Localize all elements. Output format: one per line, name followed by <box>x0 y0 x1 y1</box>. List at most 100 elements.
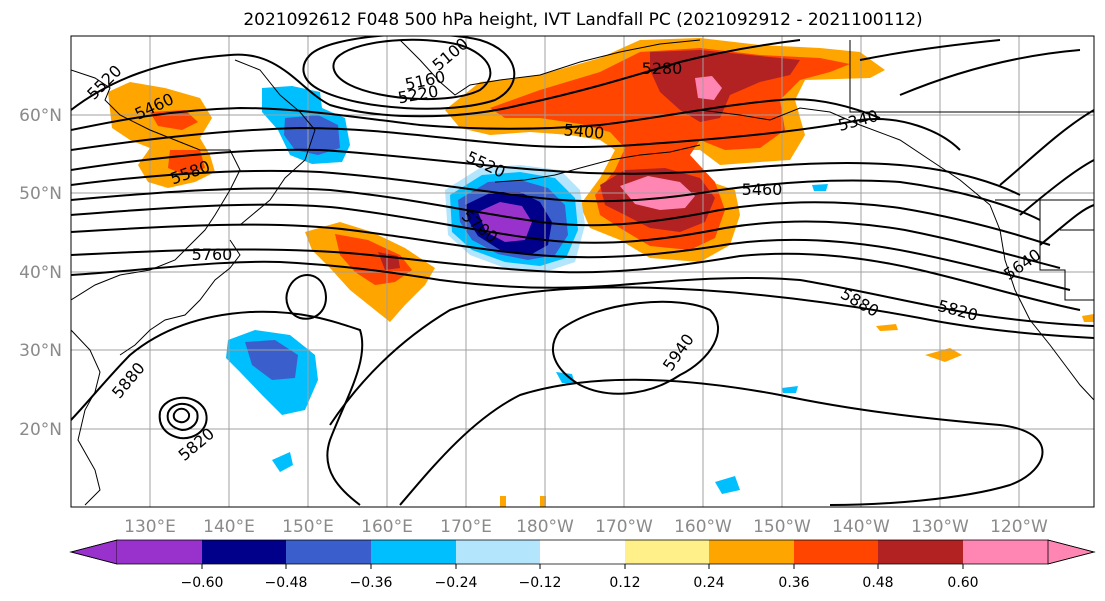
colorbar-tick-label: −0.60 <box>181 575 224 591</box>
contour-label: 5760 <box>192 245 233 264</box>
contour-na-ridge-4 <box>1019 159 1094 216</box>
colorbar-segment-7 <box>625 540 709 564</box>
contour-9 <box>71 248 1081 311</box>
longitude-labels: 130°E 140°E 150°E 160°E 170°E 180°W 170°… <box>124 517 1048 537</box>
contour-5880-east <box>329 286 1094 426</box>
contour-na-ridge-2 <box>899 49 1081 96</box>
coast-alaska-south <box>699 107 991 206</box>
ivt-spot-8 <box>500 496 506 507</box>
contour-na-ridge-3 <box>999 109 1094 186</box>
contour-1 <box>71 39 801 118</box>
lat-label: 60°N <box>19 106 62 126</box>
contour-label: 5460 <box>742 180 783 199</box>
ivt-spot-2 <box>556 372 575 384</box>
contour-5880-west <box>71 310 364 506</box>
contour-2 <box>71 98 881 131</box>
contour-10 <box>71 260 1094 327</box>
coast-asia <box>71 69 241 301</box>
contour-label: 5280 <box>642 59 683 78</box>
lat-label: 50°N <box>19 184 62 204</box>
ivt-region-north-pink <box>695 76 722 100</box>
ivt-spot-3 <box>715 476 740 494</box>
coast-kamchatka <box>234 59 316 226</box>
contour-5880-south <box>399 378 1044 506</box>
colorbar-extend-right <box>1047 539 1096 565</box>
coast-canada <box>849 40 1094 113</box>
ivt-spot-5 <box>812 184 828 191</box>
contour-4 <box>71 148 1021 196</box>
contour-small-ring <box>285 274 327 320</box>
border-states <box>1039 200 1094 301</box>
map-border <box>70 35 1095 508</box>
lon-label: 140°W <box>832 517 890 537</box>
coast-aleutians <box>494 144 701 183</box>
height-contours <box>71 36 1094 506</box>
colorbar-tick-marks <box>201 564 964 569</box>
colorbar-tick-label: −0.36 <box>350 575 393 591</box>
colorbar-tick-label: 0.36 <box>778 575 809 591</box>
contour-typhoon-3 <box>172 407 191 424</box>
contour-typhoon-2 <box>166 402 199 432</box>
ivt-spot-1 <box>272 452 293 472</box>
contour-label: 5400 <box>563 120 605 142</box>
contour-6 <box>71 187 1051 246</box>
colorbar-segment-6 <box>540 540 625 564</box>
lat-label: 40°N <box>19 263 62 283</box>
lon-label: 120°W <box>990 517 1048 537</box>
colorbar-segment-8 <box>709 540 794 564</box>
contour-low-ring2 <box>302 36 516 110</box>
lat-label: 20°N <box>19 420 62 440</box>
colorbar-tick-label: 0.12 <box>609 575 640 591</box>
lon-label: 150°E <box>282 517 334 537</box>
colorbar-segment-10 <box>878 540 963 564</box>
colorbar-segment-11 <box>963 540 1048 564</box>
colorbar-outline <box>69 539 1096 565</box>
colorbar: −0.60 −0.48 −0.36 −0.24 −0.12 0.12 0.24 … <box>69 539 1096 591</box>
contour-na-ridge-5 <box>1039 204 1094 246</box>
ivt-spot-6 <box>925 348 962 362</box>
ivt-negative-region-kamchatka-royal <box>284 115 340 155</box>
lon-label: 140°E <box>203 517 255 537</box>
colorbar-segment-2 <box>202 540 286 564</box>
colorbar-segment-9 <box>794 540 878 564</box>
colorbar-segment-1 <box>117 540 202 564</box>
colorbar-tick-label: 0.24 <box>693 575 724 591</box>
gridlines <box>71 36 1094 507</box>
lon-label: 130°W <box>911 517 969 537</box>
latitude-labels: 60°N 50°N 40°N 30°N 20°N <box>19 106 62 440</box>
coast-china <box>71 329 101 506</box>
lon-label: 150°W <box>753 517 811 537</box>
lon-label: 170°W <box>595 517 653 537</box>
colorbar-segment-5 <box>456 540 540 564</box>
contour-na-ridge-1 <box>859 39 1001 61</box>
ivt-region-north-darkred <box>650 50 800 122</box>
ivt-spot-7 <box>876 324 898 331</box>
lon-label: 160°E <box>361 517 413 537</box>
lon-label: 180°W <box>516 517 574 537</box>
contour-3 <box>71 118 961 151</box>
lon-label: 170°E <box>440 517 492 537</box>
colorbar-tick-label: 0.48 <box>862 575 893 591</box>
colorbar-tick-label: 0.60 <box>947 575 978 591</box>
contour-8 <box>71 223 1071 291</box>
coast-na-west <box>989 204 1094 401</box>
colorbar-segment-3 <box>286 540 371 564</box>
colorbar-segment-4 <box>371 540 456 564</box>
colorbar-segment-0 <box>69 539 118 565</box>
contour-7 <box>71 203 1061 269</box>
contour-5 <box>71 169 1041 221</box>
contour-typhoon-1 <box>158 396 208 440</box>
coast-alaska <box>399 39 701 96</box>
lon-label: 130°E <box>124 517 176 537</box>
colorbar-tick-label: −0.12 <box>519 575 562 591</box>
ivt-spot-4 <box>782 386 798 393</box>
lon-label: 160°W <box>674 517 732 537</box>
colorbar-tick-label: −0.24 <box>435 575 478 591</box>
contour-5940 <box>551 300 720 395</box>
contour-low-center <box>332 38 492 101</box>
lat-label: 30°N <box>19 341 62 361</box>
figure-title: 2021092612 F048 500 hPa height, IVT Land… <box>243 10 922 30</box>
colorbar-tick-label: −0.48 <box>265 575 308 591</box>
ivt-spot-10 <box>1082 314 1094 322</box>
